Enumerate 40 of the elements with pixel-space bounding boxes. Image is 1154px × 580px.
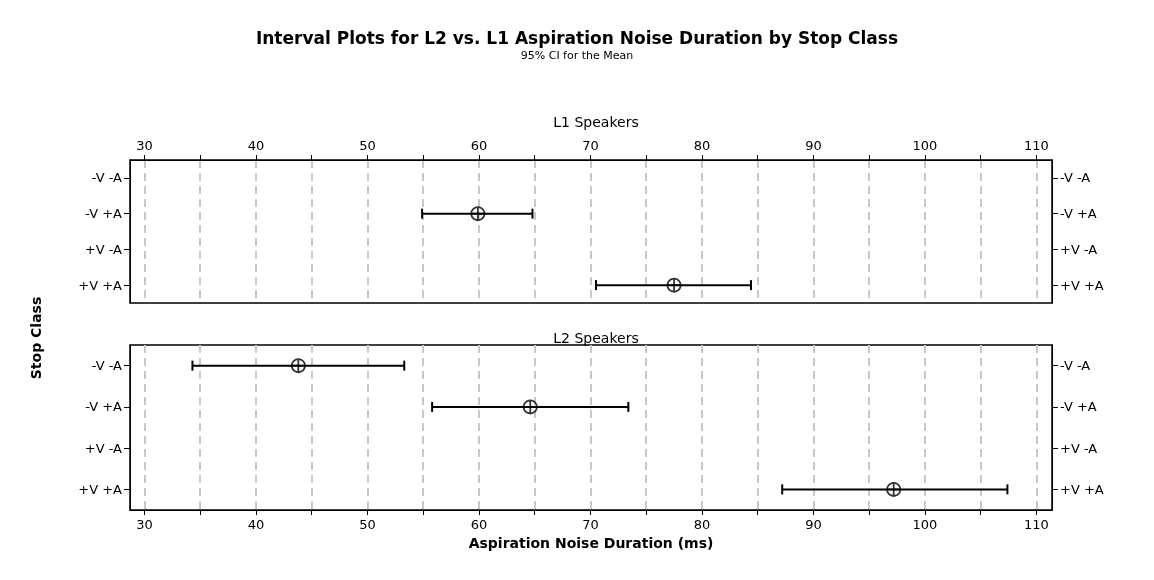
x-tick-label: 110 [1023,517,1049,532]
x-tick-label: 100 [912,517,938,532]
x-tick-label: 30 [136,517,153,532]
x-tick-label: 110 [1023,138,1049,153]
x-tick-label: 90 [805,517,822,532]
chart-subtitle: 95% CI for the Mean [520,49,634,62]
x-axis-title: Aspiration Noise Duration (ms) [468,535,714,551]
x-tick-label: 100 [912,138,938,153]
category-label: +V +A [78,277,122,293]
category-label: -V -A [91,358,122,374]
category-label: +V -A [84,440,122,456]
category-label: -V +A [85,399,122,415]
x-tick-label: 50 [359,138,376,153]
category-label: -V -A [91,170,122,186]
y-tick-label: +V -A [1060,241,1098,257]
x-tick-label: 80 [693,138,711,153]
y-tick-label: +V -A [1060,440,1098,456]
x-tick-label: 70 [582,517,599,532]
chart-title: L2 Speakers [553,330,639,346]
text: L1 Speakers [553,114,639,130]
category-label: +V -A [84,241,122,257]
y-tick-label: +V +A [1060,481,1104,497]
category-label: +V +A [78,481,122,497]
x-tick-label: 70 [582,138,599,153]
y-tick-label: -V -A [1060,358,1091,374]
y-tick-label: -V +A [1060,206,1097,222]
y-tick-label: -V +A [1060,399,1097,415]
x-tick-label: 40 [247,138,265,153]
y-tick-label: -V -A [1060,170,1091,186]
x-tick-label: 60 [470,138,488,153]
x-tick-label: 40 [247,517,265,532]
x-tick-label: 50 [359,517,376,532]
x-tick-label: 30 [136,138,153,153]
category-label: -V +A [85,206,122,222]
chart-title: Interval Plots for L2 vs. L1 Aspiration Noise Duration by Stop Class [255,27,899,48]
x-tick-label: 80 [693,517,711,532]
x-tick-label: 60 [470,517,488,532]
y-tick-label: +V +A [1060,277,1104,293]
y-axis-title: Stop Class [28,296,44,380]
x-tick-label: 90 [805,138,822,153]
